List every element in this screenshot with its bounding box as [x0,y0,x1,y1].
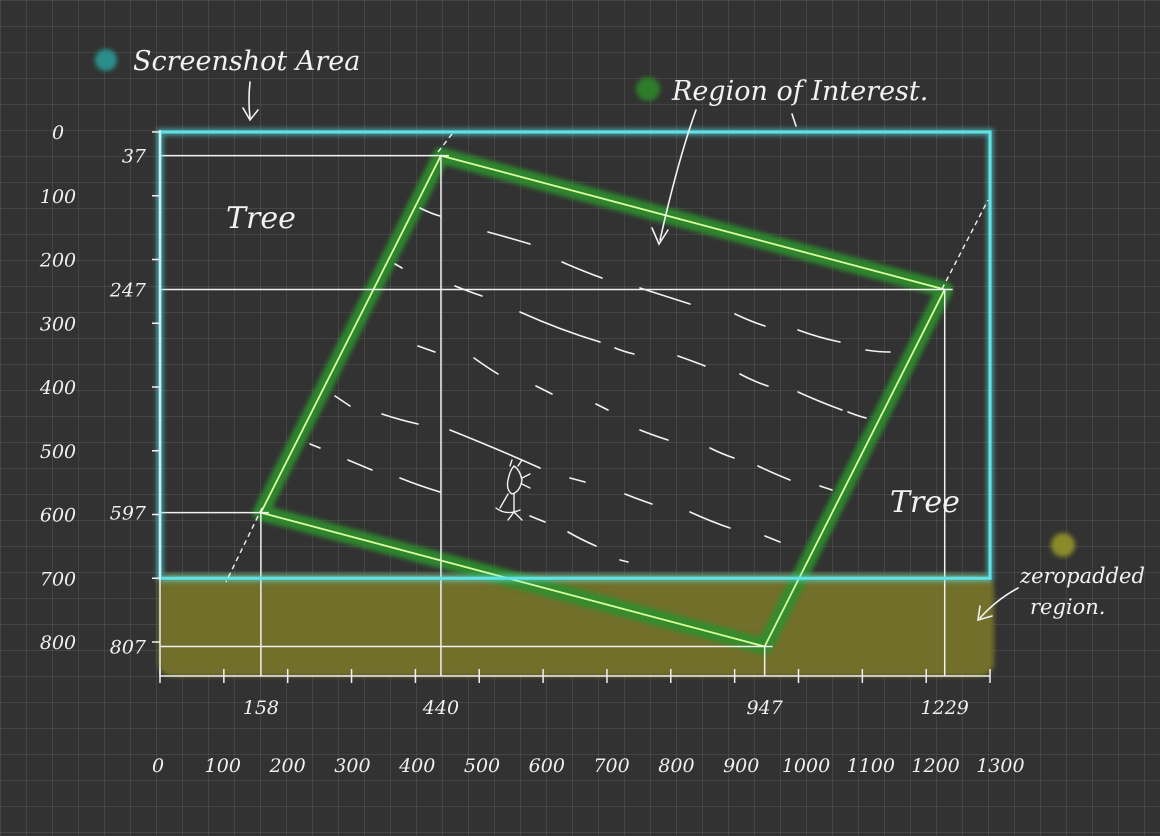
x-tick-label: 100 [205,755,241,777]
region-of-interest-outline [259,154,946,648]
x-mark-label: 1229 [921,697,969,719]
guide-lines [160,154,953,676]
x-mark-label: 158 [243,697,279,719]
water-strokes [309,207,891,563]
y-tick-label: 400 [39,377,76,399]
y-tick-label: 100 [40,186,76,208]
tree-label-right: Tree [890,485,960,520]
x-tick-label: 500 [464,755,500,777]
vertex-coordinate-labels: 37 247 597 807 158 440 947 1229 [109,146,969,719]
y-tick-label: 500 [40,441,76,463]
legend-region-of-interest: Region of Interest. [636,76,928,107]
x-tick-labels: 0 100 200 300 400 500 600 700 800 900 1000 1100 1200… [152,755,1025,777]
x-tick-label: 1000 [782,755,830,777]
zeropadded-label-line2: region. [1030,595,1105,619]
x-tick-label: 200 [268,755,305,777]
y-mark-label: 247 [109,279,147,301]
y-tick-labels: 0 100 200 300 400 500 600 700 800 [39,122,76,654]
x-tick-label: 600 [529,755,565,777]
y-tick-label: 200 [39,250,76,272]
x-tick-label: 1300 [976,755,1024,777]
x-tick-label: 700 [593,755,629,777]
y-tick-label: 300 [40,313,76,335]
y-mark-label: 37 [122,146,147,168]
x-tick-label: 1200 [911,755,959,777]
legend-screenshot-area-label: Screenshot Area [133,46,360,77]
y-mark-label: 807 [110,636,147,658]
screenshot-arrow [242,81,259,122]
x-tick-label: 800 [658,755,694,777]
tree-label-top-left: Tree [226,201,296,236]
zeropadded-arrow [977,587,1019,622]
y-tick-label: 700 [40,568,76,590]
zeropadded-label-line1: zeropadded [1019,564,1145,588]
x-tick-label: 300 [334,755,370,777]
edge-extensions [225,133,989,583]
x-tick-label: 400 [398,755,435,777]
legend-screenshot-area: Screenshot Area [95,46,360,77]
y-mark-label: 597 [110,503,147,525]
region-of-interest-glow [252,147,953,655]
legend-zeropadded: zeropadded region. [1019,533,1145,619]
x-tick-label: 900 [723,755,759,777]
axis-ticks [152,131,991,683]
x-tick-label: 0 [152,755,164,777]
axes [159,130,990,677]
legend-region-of-interest-label: Region of Interest. [671,76,928,107]
y-tick-label: 600 [40,505,76,527]
y-tick-label: 800 [40,632,76,654]
x-mark-label: 440 [422,697,459,719]
y-tick-label: 0 [52,122,64,144]
x-mark-label: 947 [747,697,784,719]
figure-sketch [495,459,531,521]
x-tick-label: 1100 [847,755,895,777]
roi-arrow [651,109,797,246]
